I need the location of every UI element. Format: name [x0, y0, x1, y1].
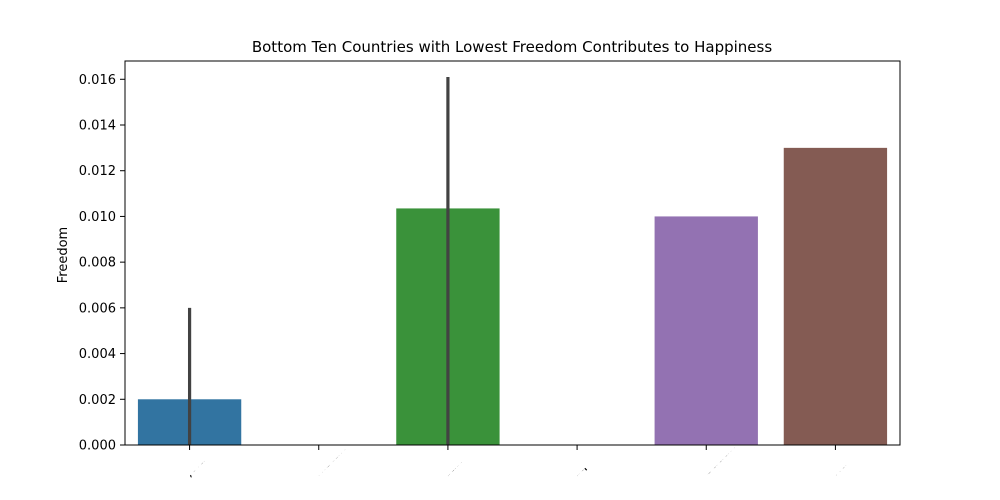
x-axis: Angola Afghanistan Sudan Iraq South Sudan Syr… — [166, 439, 850, 500]
x-tick-label: Angola — [166, 452, 208, 494]
plot-frame — [124, 60, 901, 446]
y-tick-label: 0.008 — [79, 256, 116, 271]
y-axis-label: Freedom — [56, 227, 71, 283]
x-tick-label: Syria — [816, 457, 850, 491]
chart-title: Bottom Ten Countries with Lowest Freedom… — [252, 38, 772, 56]
y-tick-label: 0.016 — [79, 73, 116, 88]
bar-south-sudan — [654, 216, 758, 445]
x-tick-label: Sudan — [426, 454, 466, 494]
y-tick-label: 0.006 — [79, 301, 116, 316]
y-tick-label: 0.000 — [79, 439, 116, 454]
y-tick-label: 0.002 — [79, 393, 116, 408]
y-axis: 0.000 0.002 0.004 0.006 0.008 0.010 0.012 0.014… — [79, 73, 125, 454]
y-tick-label: 0.010 — [79, 210, 116, 225]
y-tick-label: 0.014 — [79, 119, 116, 134]
y-tick-label: 0.004 — [79, 347, 116, 362]
error-bars-group — [187, 77, 450, 445]
x-tick-label: South Sudan — [669, 439, 738, 500]
bars-group — [137, 147, 888, 445]
x-tick-label: Iraq — [560, 459, 589, 488]
y-tick-label: 0.012 — [79, 164, 116, 179]
x-tick-label: Afghanistan — [284, 441, 349, 500]
bar-syria — [783, 147, 888, 445]
